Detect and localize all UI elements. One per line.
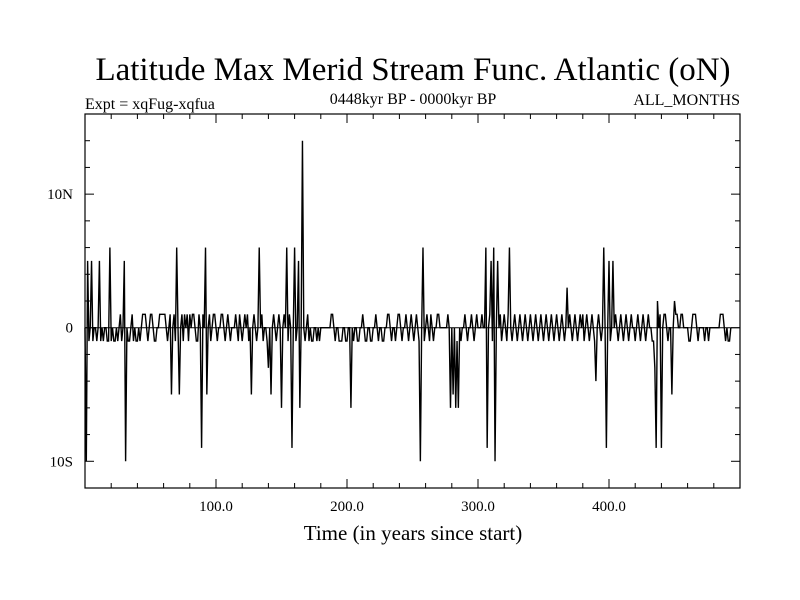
y-tick-label: 10S — [50, 454, 73, 470]
x-axis-label: Time (in years since start) — [304, 521, 523, 545]
x-tick-label: 200.0 — [330, 499, 364, 515]
y-tick-label: 0 — [66, 321, 74, 337]
plot-frame — [84, 113, 741, 489]
axis-ticks — [85, 114, 740, 488]
chart-subtitle-right: ALL_MONTHS — [633, 92, 740, 109]
axis-tick-labels: 100.0 200.0 300.0 400.0 10N 0 10S — [47, 187, 626, 515]
x-tick-label: 100.0 — [199, 499, 233, 515]
x-tick-label: 300.0 — [461, 499, 495, 515]
x-tick-label: 400.0 — [592, 499, 626, 515]
y-tick-label: 10N — [47, 187, 73, 203]
chart-title: Latitude Max Merid Stream Func. Atlantic… — [95, 52, 730, 88]
chart-subtitle-left: Expt = xqFug-xqfua — [85, 96, 215, 113]
series-line — [84, 140, 732, 462]
chart-subtitle-center: 0448kyr BP - 0000kyr BP — [330, 91, 497, 108]
